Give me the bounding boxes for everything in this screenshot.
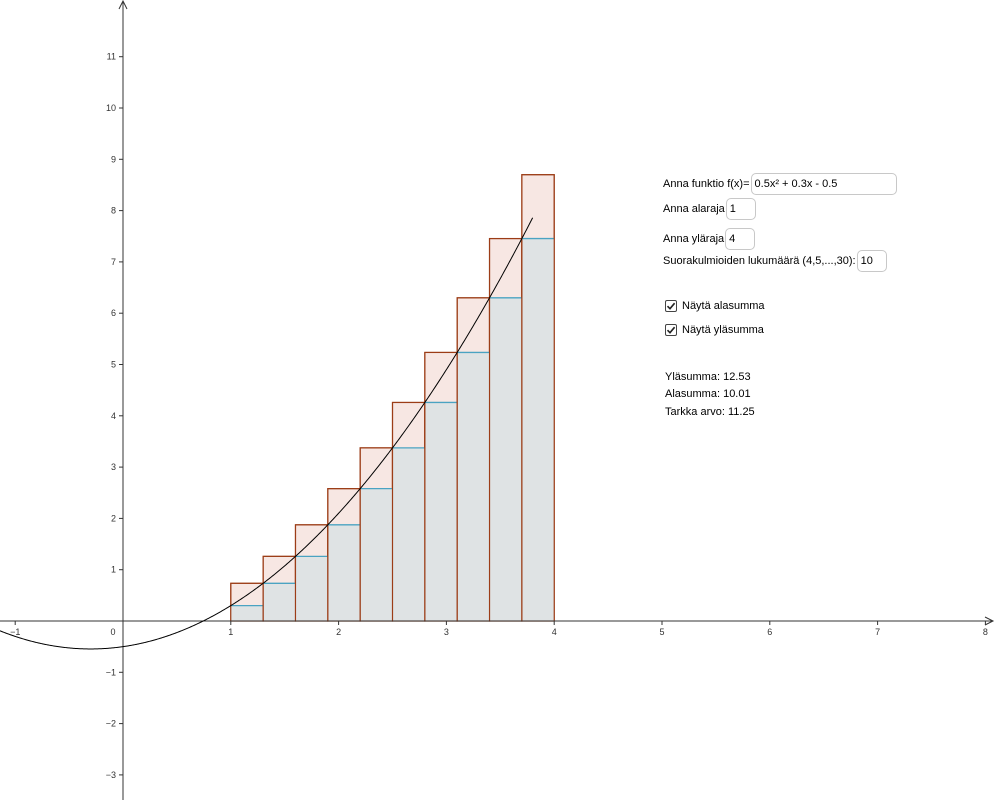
lower-rectangle xyxy=(392,447,426,622)
upper-limit-input[interactable]: 4 xyxy=(725,228,756,250)
lower-rectangle xyxy=(262,583,296,622)
y-tick-label: 2 xyxy=(111,513,116,523)
function-input[interactable]: 0.5x² + 0.3x - 0.5 xyxy=(750,173,897,195)
y-axis-tick-labels: −3 −2 −1 1 2 3 4 5 6 7 8 9 10 11 xyxy=(106,52,123,780)
x-axis-arrow-icon xyxy=(984,616,995,626)
function-row: Anna funktio f(x)= 0.5x² + 0.3x - 0.5 xyxy=(663,173,897,195)
y-tick-label: 7 xyxy=(111,257,116,267)
y-tick-label: 11 xyxy=(107,52,116,62)
count-label: Suorakulmioiden lukumäärä (4,5,...,30): xyxy=(663,255,856,267)
y-tick-label: 1 xyxy=(111,565,116,575)
upper-sum-text: Yläsumma: 12.53 xyxy=(665,371,751,383)
lower-rectangle xyxy=(295,556,329,622)
lower-rectangle xyxy=(424,402,458,622)
lower-limit-input[interactable]: 1 xyxy=(725,198,756,220)
y-tick-label: 8 xyxy=(111,206,116,216)
checkmark-icon xyxy=(666,302,676,310)
function-curve[interactable] xyxy=(0,217,534,650)
x-tick-label: 1 xyxy=(228,627,233,637)
x-tick-label: 5 xyxy=(659,627,664,637)
function-input-value: 0.5x² + 0.3x - 0.5 xyxy=(754,178,838,190)
lower-rectangle xyxy=(456,352,490,622)
x-tick-label: 0 xyxy=(110,627,115,637)
x-tick-label: 8 xyxy=(983,627,988,637)
lower-rectangle xyxy=(521,238,555,622)
y-tick-label: −2 xyxy=(106,719,116,729)
count-input[interactable]: 10 xyxy=(856,250,887,272)
lower-rectangle xyxy=(230,605,264,622)
x-tick-label: 3 xyxy=(444,627,449,637)
count-value: 10 xyxy=(860,255,873,267)
x-axis-tick-labels: −1 0 1 2 3 4 5 6 7 8 xyxy=(10,621,988,637)
lower-limit-label: Anna alaraja xyxy=(663,203,725,215)
y-tick-label: 4 xyxy=(111,411,116,421)
y-tick-label: 3 xyxy=(111,462,116,472)
function-label: Anna funktio f(x)= xyxy=(663,178,750,190)
x-tick-label: 7 xyxy=(875,627,880,637)
show-upper-sum-label: Näytä yläsumma xyxy=(682,324,764,336)
lower-limit-row: Anna alaraja 1 xyxy=(663,198,756,220)
show-upper-sum-checkbox[interactable] xyxy=(665,324,677,336)
y-tick-label: −3 xyxy=(106,770,116,780)
lower-rectangle xyxy=(327,524,361,622)
upper-limit-label: Anna yläraja xyxy=(663,233,725,245)
lower-rectangle xyxy=(359,488,393,622)
y-tick-label: 5 xyxy=(111,360,116,370)
show-lower-sum-toggle[interactable]: Näytä alasumma xyxy=(665,300,765,312)
y-tick-label: 6 xyxy=(111,308,116,318)
upper-limit-row: Anna yläraja 4 xyxy=(663,228,756,250)
count-row: Suorakulmioiden lukumäärä (4,5,...,30): … xyxy=(663,250,887,272)
y-axis-arrow-icon xyxy=(118,0,128,10)
exact-value-text: Tarkka arvo: 11.25 xyxy=(665,406,755,418)
y-tick-label: −1 xyxy=(106,667,116,677)
lower-sum-text: Alasumma: 10.01 xyxy=(665,388,751,400)
checkmark-icon xyxy=(666,326,676,334)
y-tick-label: 10 xyxy=(106,103,116,113)
x-tick-label: 6 xyxy=(767,627,772,637)
lower-rectangle xyxy=(489,297,523,622)
upper-limit-value: 4 xyxy=(729,233,736,245)
show-lower-sum-label: Näytä alasumma xyxy=(682,300,765,312)
show-lower-sum-checkbox[interactable] xyxy=(665,300,677,312)
x-tick-label: 4 xyxy=(552,627,557,637)
y-tick-label: 9 xyxy=(111,154,116,164)
lower-limit-value: 1 xyxy=(729,203,736,215)
show-upper-sum-toggle[interactable]: Näytä yläsumma xyxy=(665,324,764,336)
x-tick-label: 2 xyxy=(336,627,341,637)
x-tick-label: −1 xyxy=(10,627,20,637)
